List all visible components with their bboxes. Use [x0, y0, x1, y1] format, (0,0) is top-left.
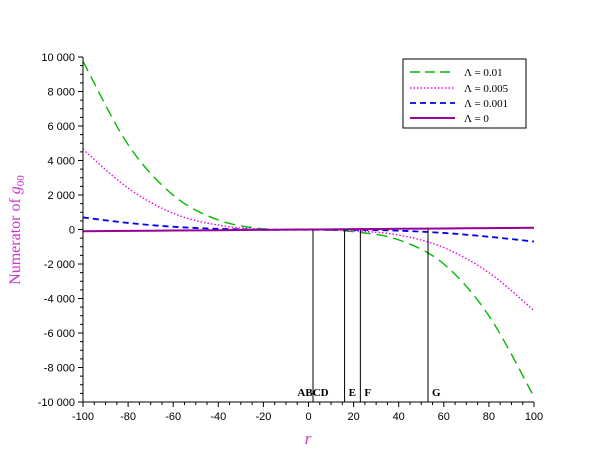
x-tick-label: -60 [165, 411, 181, 423]
axes-layer [78, 56, 535, 407]
legend-box [402, 58, 527, 129]
x-tick-label: -80 [120, 411, 136, 423]
x-tick-label: -20 [255, 411, 271, 423]
y-axis-title: Numerator of g00 [7, 175, 27, 285]
vertical-marker-label-3: F [364, 387, 371, 399]
y-tick-label: 10 000 [41, 52, 75, 64]
x-tick-label: 60 [438, 411, 450, 423]
tick-labels-layer: -100 -80 -60 -40 -20 0 20 40 60 80 100 -10 000 -8 00… [38, 52, 543, 423]
y-axis-title-prefix: Numerator of [7, 194, 24, 285]
y-tick-label: 6 000 [47, 121, 75, 133]
x-tick-label: 100 [525, 411, 543, 423]
series-line-2 [82, 148, 535, 312]
legend: Λ = 0.01 Λ = 0.005 Λ = 0.001 Λ = 0 [402, 58, 527, 129]
y-tick-label: -4 000 [44, 294, 75, 306]
legend-label-lambda-0.01: Λ = 0.01 [464, 67, 503, 79]
vertical-marker-label-2: E [349, 387, 356, 399]
y-tick-label: -2 000 [44, 259, 75, 271]
legend-label-lambda-0.001: Λ = 0.001 [464, 98, 508, 110]
legend-label-lambda-0: Λ = 0 [464, 113, 489, 125]
y-tick-label: 8 000 [47, 87, 75, 99]
y-tick-label: 4 000 [47, 156, 75, 168]
series-line-1 [82, 60, 535, 398]
y-tick-label: -6 000 [44, 328, 75, 340]
y-tick-label: 0 [69, 225, 75, 237]
x-tick-label: -40 [210, 411, 226, 423]
legend-label-lambda-0.005: Λ = 0.005 [464, 83, 509, 95]
y-tick-label: 2 000 [47, 190, 75, 202]
curves-layer [82, 60, 535, 398]
x-tick-label: 20 [347, 411, 359, 423]
y-axis-title-subscript: 00 [15, 175, 27, 187]
x-tick-label: 80 [483, 411, 495, 423]
x-tick-label: 0 [305, 411, 311, 423]
vertical-marker-label-1: ABCD [297, 387, 328, 399]
series-line-4 [82, 226, 535, 233]
y-tick-label: -10 000 [38, 397, 75, 409]
x-tick-label: -100 [72, 411, 94, 423]
x-tick-label: 40 [393, 411, 405, 423]
series-line-3 [82, 216, 535, 243]
y-axis-title-symbol: g [7, 186, 24, 194]
vertical-marker-label-4: G [432, 387, 441, 399]
x-axis-title: r [305, 429, 312, 448]
y-tick-label: -8 000 [44, 363, 75, 375]
vertical-markers-layer: ABCD E F G [297, 229, 441, 402]
